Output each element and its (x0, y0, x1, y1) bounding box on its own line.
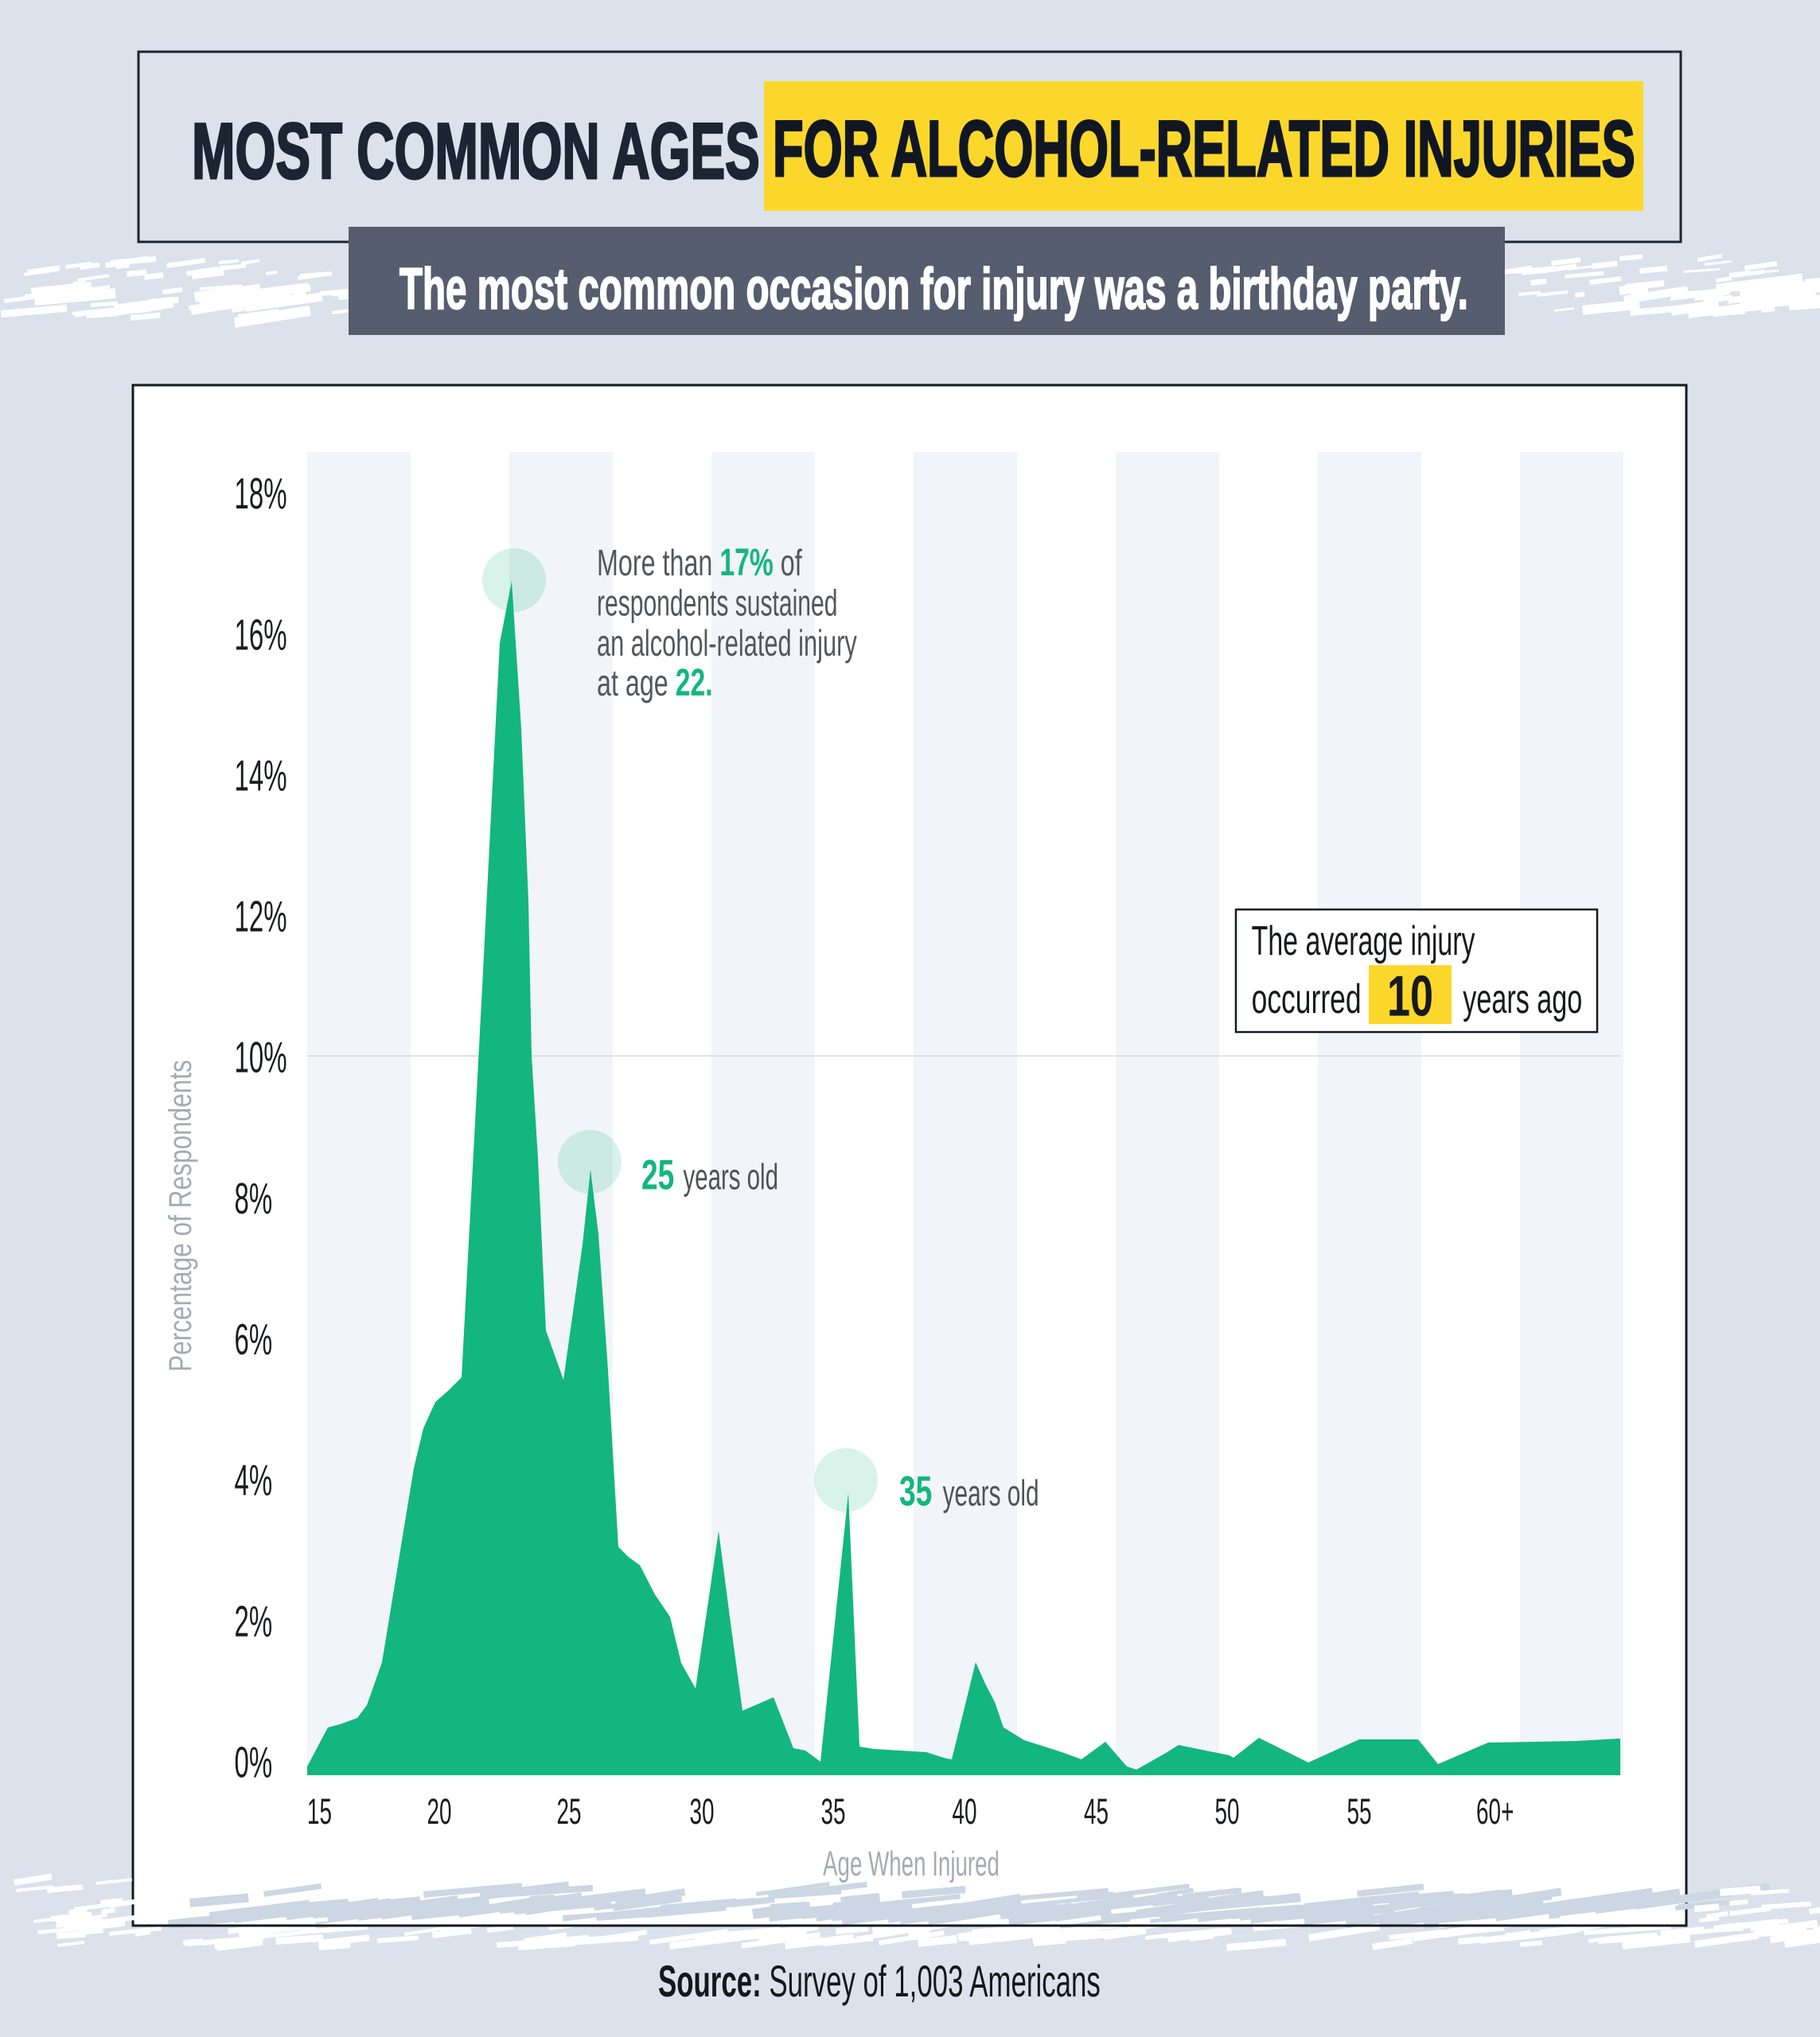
svg-text:an alcohol-related injury: an alcohol-related injury (597, 624, 857, 664)
svg-text:6%: 6% (235, 1315, 273, 1364)
svg-text:2%: 2% (235, 1597, 273, 1646)
svg-text:Source: Survey of 1,003 Americ: Source: Survey of 1,003 Americans (658, 1957, 1101, 2006)
svg-text:FOR ALCOHOL-RELATED INJURIES: FOR ALCOHOL-RELATED INJURIES (773, 105, 1635, 193)
svg-text:10%: 10% (235, 1033, 287, 1082)
svg-text:MOST COMMON AGES: MOST COMMON AGES (192, 107, 760, 195)
svg-text:20: 20 (427, 1791, 451, 1831)
svg-text:10: 10 (1387, 964, 1433, 1028)
svg-text:8%: 8% (235, 1174, 273, 1223)
svg-text:The most common occasion for i: The most common occasion for injury was … (399, 257, 1468, 322)
svg-text:16%: 16% (235, 610, 287, 660)
svg-text:The average injury: The average injury (1252, 918, 1475, 964)
svg-text:0%: 0% (235, 1738, 273, 1787)
svg-text:40: 40 (952, 1791, 976, 1831)
svg-text:45: 45 (1084, 1791, 1109, 1831)
svg-text:15: 15 (307, 1791, 332, 1831)
svg-text:years old: years old (684, 1158, 778, 1198)
svg-text:50: 50 (1214, 1791, 1239, 1831)
svg-text:55: 55 (1346, 1791, 1371, 1831)
svg-text:18%: 18% (235, 469, 287, 518)
svg-text:at age 22.: at age 22. (597, 660, 713, 703)
svg-text:25: 25 (556, 1791, 581, 1831)
svg-text:35: 35 (820, 1791, 845, 1831)
svg-text:14%: 14% (235, 751, 287, 800)
svg-text:Age When Injured: Age When Injured (823, 1844, 1000, 1883)
svg-text:12%: 12% (235, 892, 287, 941)
svg-text:respondents sustained: respondents sustained (597, 583, 837, 624)
svg-text:4%: 4% (235, 1455, 273, 1505)
svg-text:More than 17% of: More than 17% of (597, 540, 803, 583)
svg-text:occurred: occurred (1252, 976, 1362, 1022)
svg-text:35: 35 (899, 1467, 932, 1514)
svg-text:60+: 60+ (1476, 1791, 1514, 1831)
svg-text:Percentage of Respondents: Percentage of Respondents (162, 1060, 197, 1372)
svg-text:30: 30 (689, 1791, 714, 1831)
svg-text:years old: years old (943, 1474, 1039, 1514)
svg-text:years ago: years ago (1463, 976, 1582, 1022)
svg-text:25: 25 (641, 1151, 674, 1198)
